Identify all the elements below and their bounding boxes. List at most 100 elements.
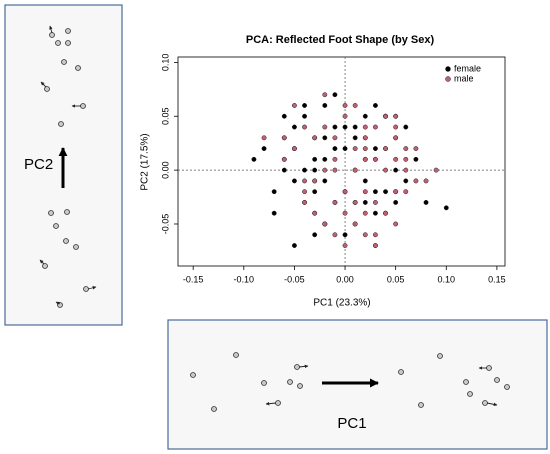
point bbox=[372, 210, 378, 216]
point bbox=[362, 156, 368, 162]
point bbox=[312, 135, 318, 141]
point bbox=[291, 178, 297, 184]
point bbox=[302, 199, 307, 205]
point bbox=[383, 146, 388, 152]
point bbox=[291, 146, 297, 152]
point bbox=[372, 124, 378, 130]
point bbox=[403, 124, 409, 130]
point bbox=[362, 232, 368, 238]
point bbox=[251, 156, 257, 162]
point bbox=[302, 167, 307, 173]
point bbox=[362, 210, 368, 216]
point bbox=[322, 135, 328, 141]
y-tick-label: 0.00 bbox=[160, 161, 170, 179]
point bbox=[403, 146, 409, 152]
point bbox=[302, 124, 307, 130]
point bbox=[352, 199, 358, 205]
point bbox=[403, 156, 409, 162]
point bbox=[393, 167, 399, 173]
legend-label: female bbox=[454, 63, 481, 73]
point bbox=[312, 189, 318, 195]
point bbox=[403, 178, 409, 184]
point bbox=[342, 103, 348, 108]
point bbox=[383, 189, 388, 195]
x-axis-label: PC1 (23.3%) bbox=[313, 298, 370, 309]
landmarks bbox=[39, 25, 97, 308]
point bbox=[302, 113, 307, 119]
point bbox=[281, 167, 287, 173]
left-panel: PC2 bbox=[4, 4, 123, 326]
point bbox=[372, 189, 378, 195]
point bbox=[261, 146, 267, 152]
point bbox=[403, 167, 409, 173]
point bbox=[393, 113, 399, 119]
point bbox=[261, 135, 267, 141]
point bbox=[423, 199, 429, 205]
x-tick-label: -0.05 bbox=[284, 274, 305, 284]
point bbox=[403, 189, 409, 195]
point bbox=[271, 210, 277, 216]
point bbox=[312, 210, 318, 216]
legend-label: male bbox=[454, 73, 474, 83]
point bbox=[342, 232, 348, 238]
y-tick-label: -0.05 bbox=[160, 214, 170, 235]
point bbox=[291, 243, 297, 248]
point bbox=[332, 167, 338, 173]
point bbox=[332, 92, 338, 98]
point bbox=[322, 167, 328, 173]
point bbox=[332, 146, 338, 152]
point bbox=[322, 178, 328, 184]
point bbox=[291, 103, 297, 108]
x-tick-label: 0.05 bbox=[387, 274, 405, 284]
point bbox=[322, 124, 328, 130]
point bbox=[383, 113, 388, 119]
point bbox=[372, 243, 378, 248]
point bbox=[362, 135, 368, 141]
point bbox=[332, 156, 338, 162]
point bbox=[372, 199, 378, 205]
x-tick-label: -0.15 bbox=[183, 274, 204, 284]
point bbox=[322, 156, 328, 162]
point bbox=[393, 135, 399, 141]
point bbox=[281, 156, 287, 162]
legend-marker bbox=[445, 66, 451, 72]
point bbox=[291, 124, 297, 130]
point bbox=[322, 92, 328, 98]
point bbox=[342, 243, 348, 248]
x-tick-label: 0.00 bbox=[336, 274, 354, 284]
point bbox=[372, 103, 378, 108]
point bbox=[312, 167, 318, 173]
pc2-label: PC2 bbox=[24, 156, 53, 173]
pc1-label: PC1 bbox=[337, 415, 366, 432]
point bbox=[281, 135, 287, 141]
point bbox=[393, 156, 399, 162]
point bbox=[352, 167, 358, 173]
legend-marker bbox=[445, 76, 451, 82]
point bbox=[312, 156, 318, 162]
point bbox=[352, 146, 358, 152]
point bbox=[423, 178, 429, 184]
point bbox=[312, 178, 318, 184]
y-axis-label: PC2 (17.5%) bbox=[140, 133, 151, 190]
point bbox=[332, 135, 338, 141]
point bbox=[352, 124, 358, 130]
point bbox=[342, 124, 348, 130]
point bbox=[312, 232, 318, 238]
point bbox=[342, 189, 348, 195]
point bbox=[302, 189, 307, 195]
point bbox=[281, 113, 287, 119]
point bbox=[413, 146, 419, 152]
landmarks bbox=[190, 352, 510, 412]
point bbox=[372, 232, 378, 238]
point bbox=[302, 103, 307, 108]
point bbox=[322, 221, 328, 227]
point bbox=[342, 113, 348, 119]
plot-frame bbox=[177, 56, 506, 267]
point bbox=[352, 103, 358, 108]
x-tick-label: 0.15 bbox=[488, 274, 506, 284]
point bbox=[393, 221, 399, 227]
point bbox=[383, 210, 388, 216]
point bbox=[332, 124, 338, 130]
point bbox=[362, 199, 368, 205]
